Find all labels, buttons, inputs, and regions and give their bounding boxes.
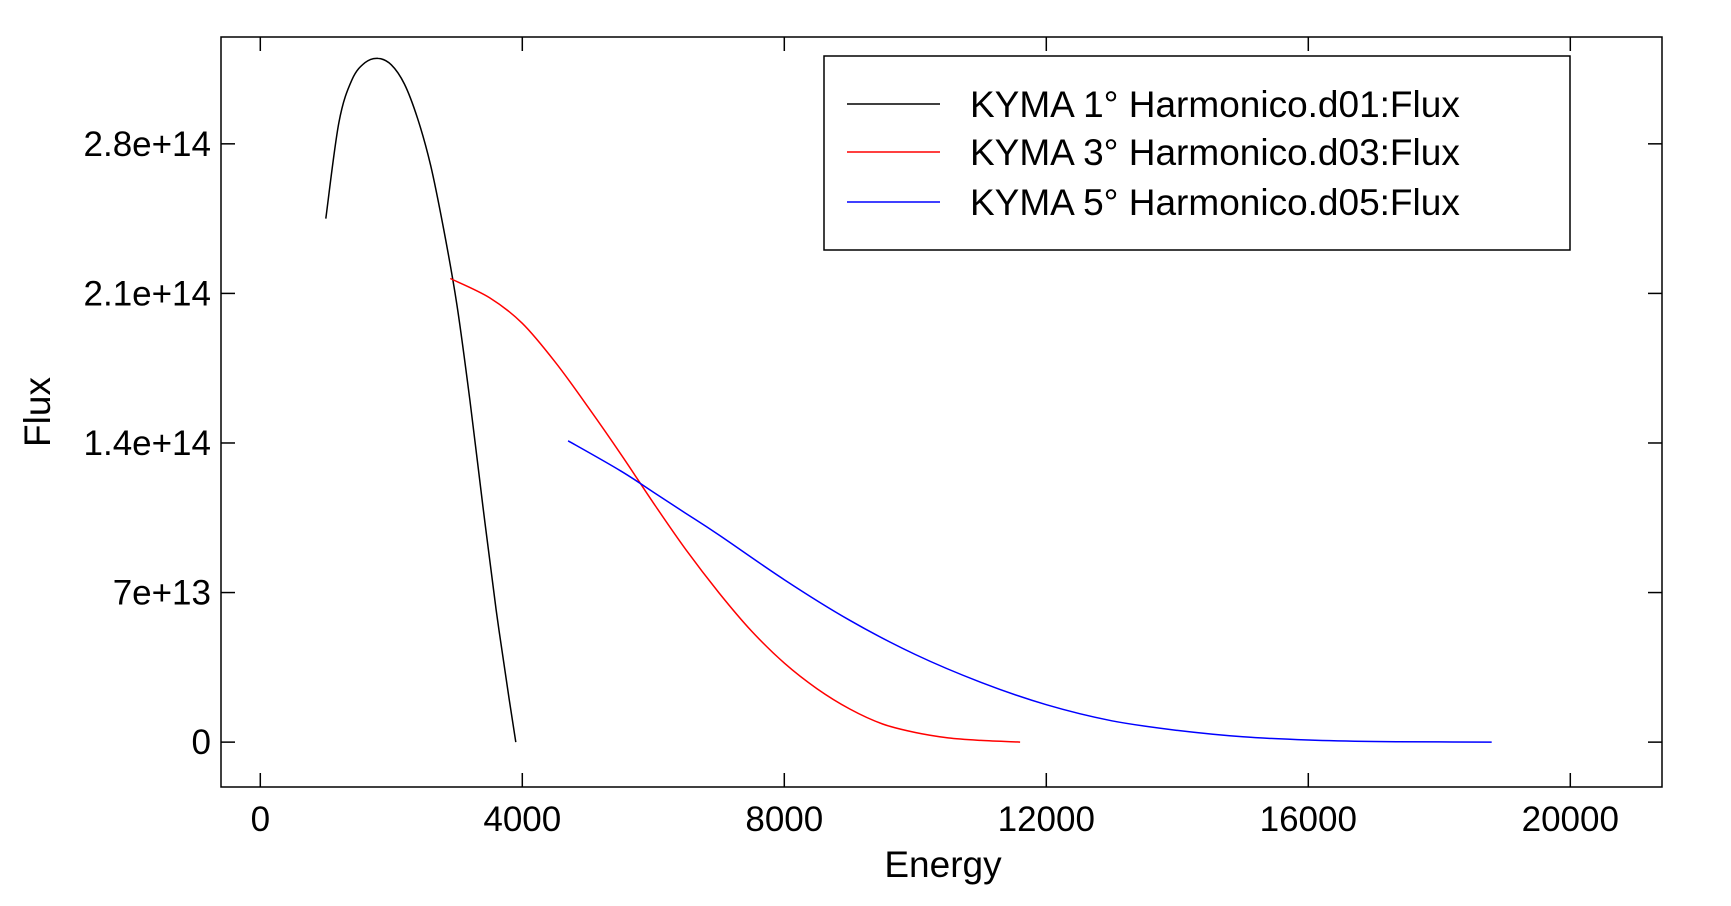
x-tick-label: 12000 [998,800,1095,839]
y-tick-label: 2.1e+14 [84,274,212,313]
x-axis-ticks: 0 4000 8000 12000 16000 20000 [251,37,1619,839]
series-lines [325,57,1492,743]
x-axis-title: Energy [884,844,1002,885]
series-line-1 [325,57,517,743]
x-tick-label: 0 [251,800,270,839]
legend-box [823,55,1571,251]
x-tick-label: 20000 [1522,800,1619,839]
legend-label-kyma-5: KYMA 5° Harmonico.d05:Flux [970,182,1460,223]
series-line-2 [449,277,1021,743]
plot-area-frame [220,36,1663,788]
x-tick-label: 4000 [483,800,561,839]
legend-label-kyma-3: KYMA 3° Harmonico.d03:Flux [970,132,1460,173]
y-tick-label: 7e+13 [113,574,211,613]
y-tick-label: 0 [192,723,211,762]
x-tick-label: 16000 [1260,800,1357,839]
y-tick-label: 2.8e+14 [84,125,212,164]
legend-label-kyma-1: KYMA 1° Harmonico.d01:Flux [970,84,1460,125]
y-axis-ticks: 0 7e+13 1.4e+14 2.1e+14 2.8e+14 [84,125,1662,762]
legend: KYMA 1° Harmonico.d01:Flux KYMA 3° Harmo… [823,55,1571,251]
x-tick-label: 8000 [745,800,823,839]
y-axis-title: Flux [17,377,58,447]
y-tick-label: 1.4e+14 [84,424,212,463]
series-line-3 [567,440,1492,743]
